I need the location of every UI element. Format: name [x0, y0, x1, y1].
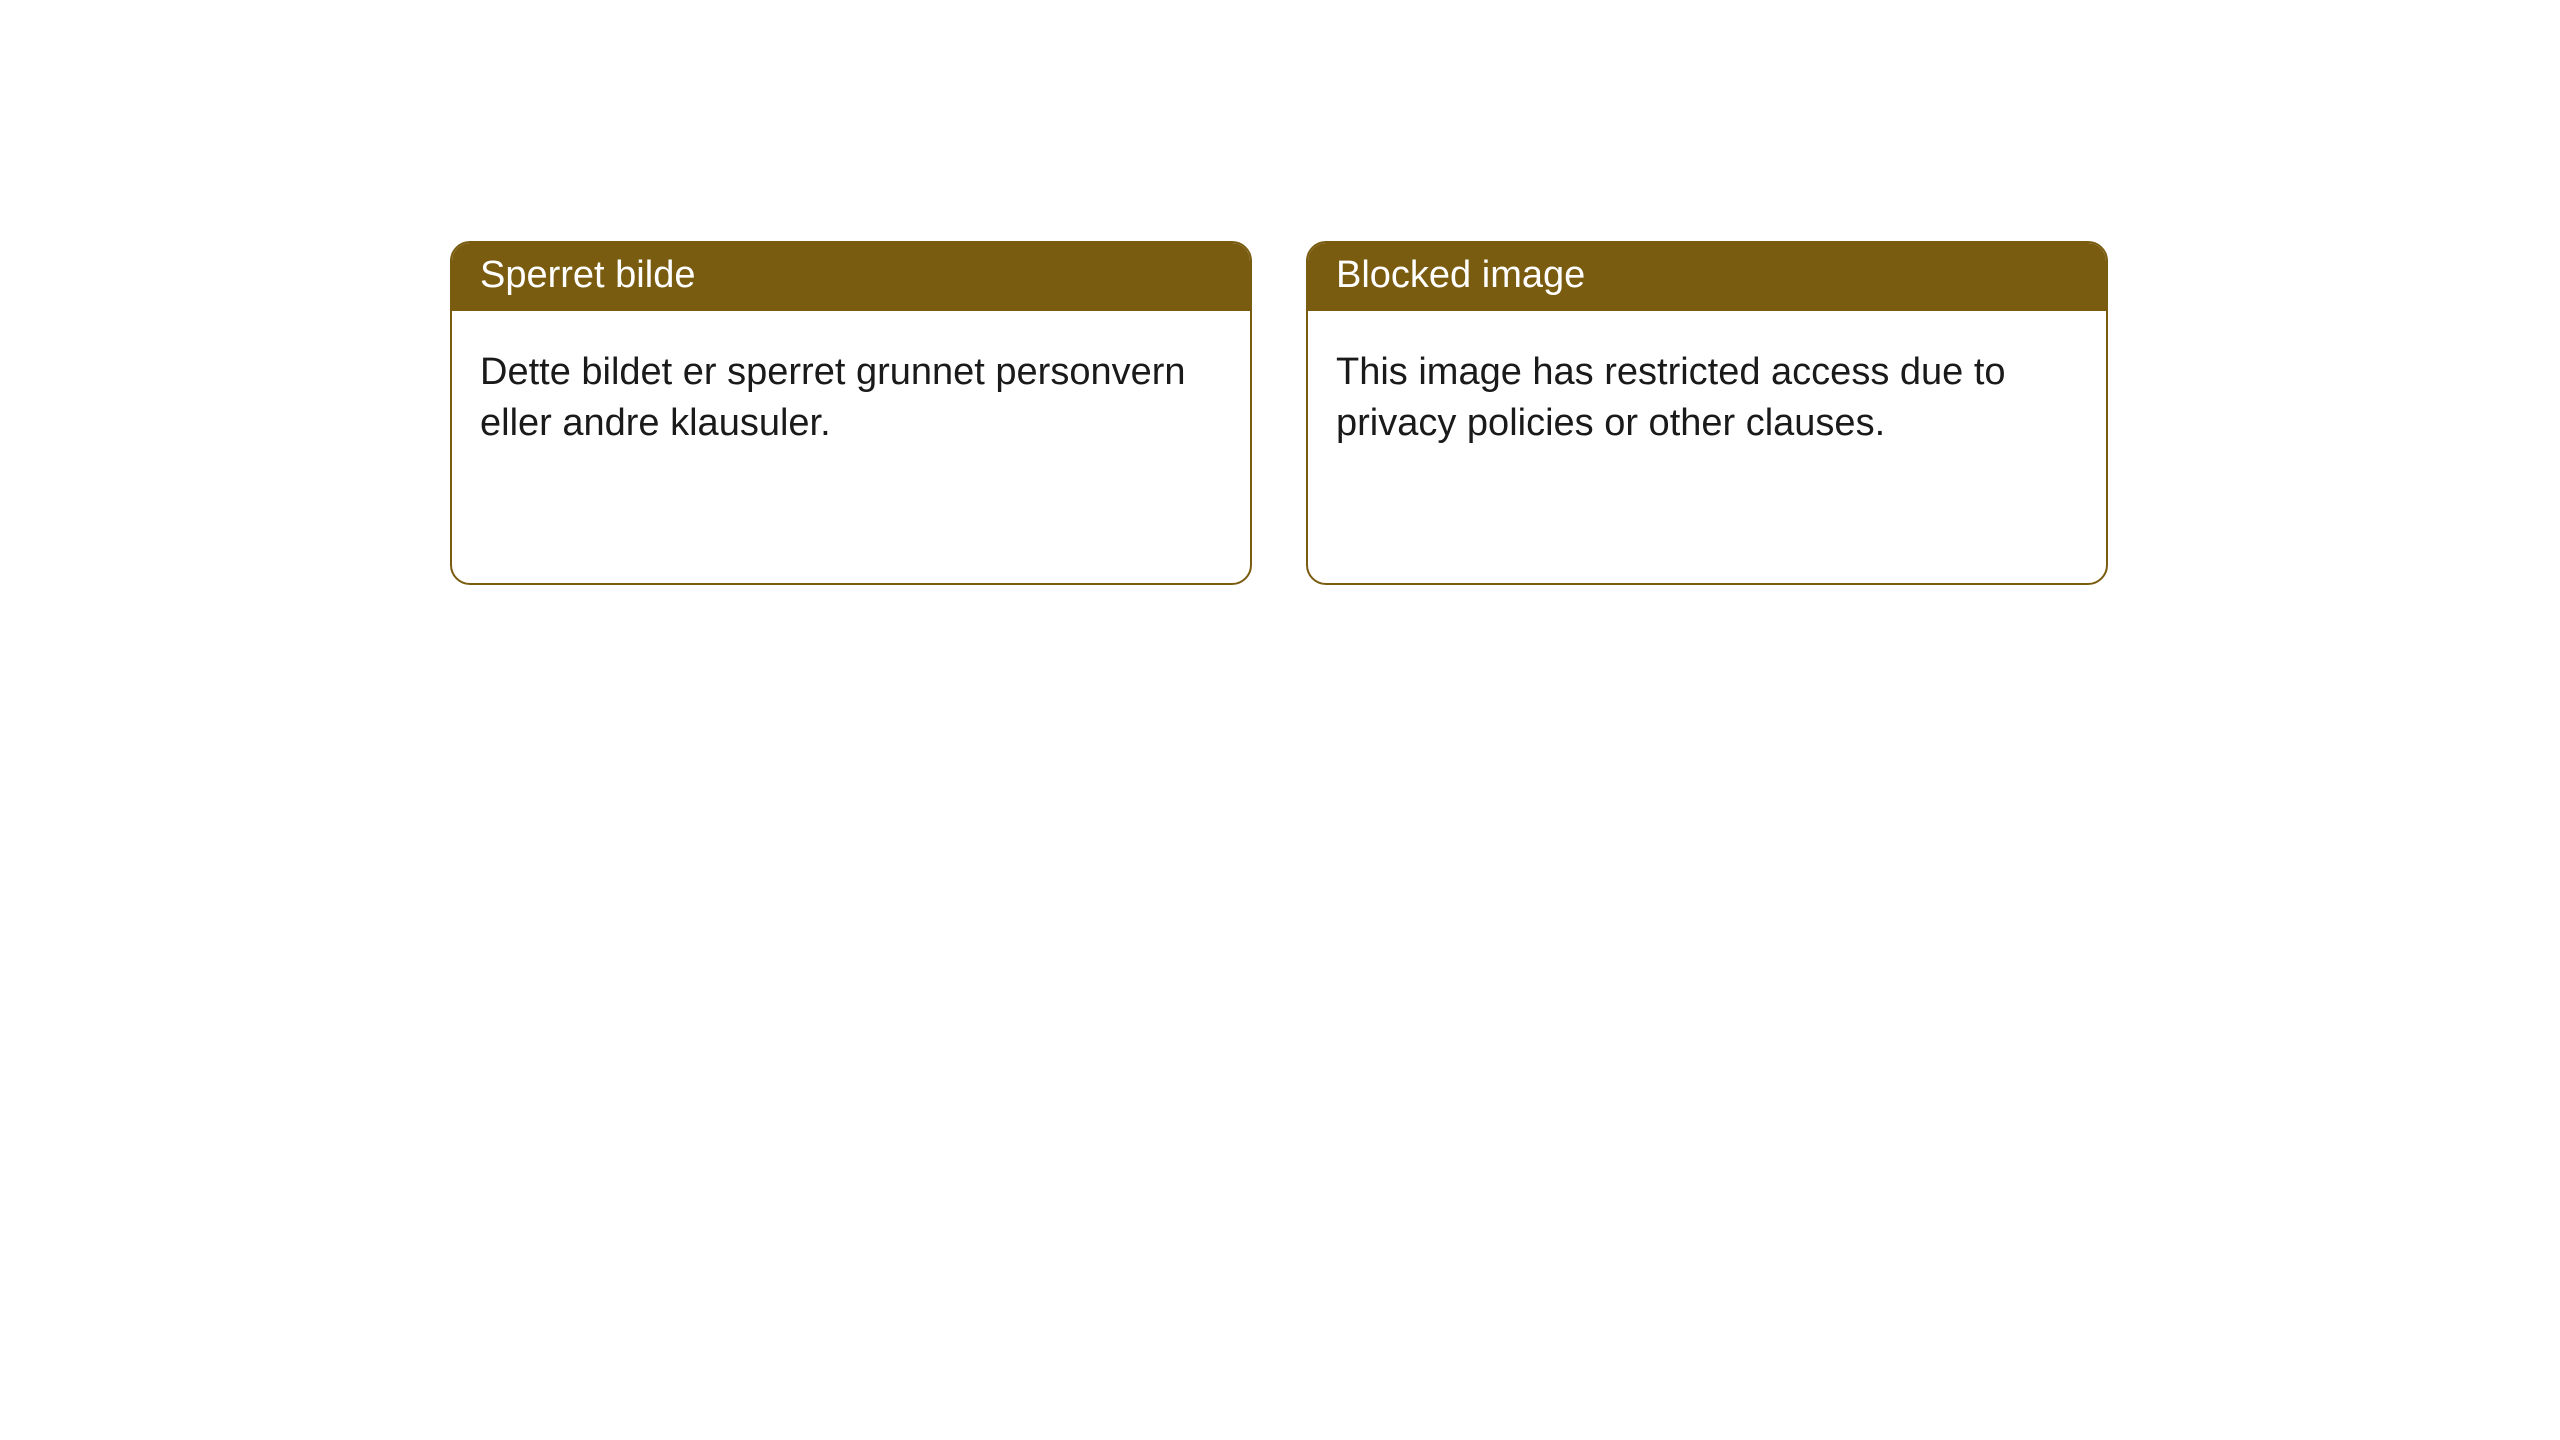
notice-card-norwegian: Sperret bilde Dette bildet er sperret gr…: [450, 241, 1252, 585]
notice-card-english: Blocked image This image has restricted …: [1306, 241, 2108, 585]
card-body: This image has restricted access due to …: [1308, 311, 2106, 583]
card-header: Blocked image: [1308, 243, 2106, 311]
notice-container: Sperret bilde Dette bildet er sperret gr…: [0, 0, 2560, 585]
card-body: Dette bildet er sperret grunnet personve…: [452, 311, 1250, 583]
card-header: Sperret bilde: [452, 243, 1250, 311]
